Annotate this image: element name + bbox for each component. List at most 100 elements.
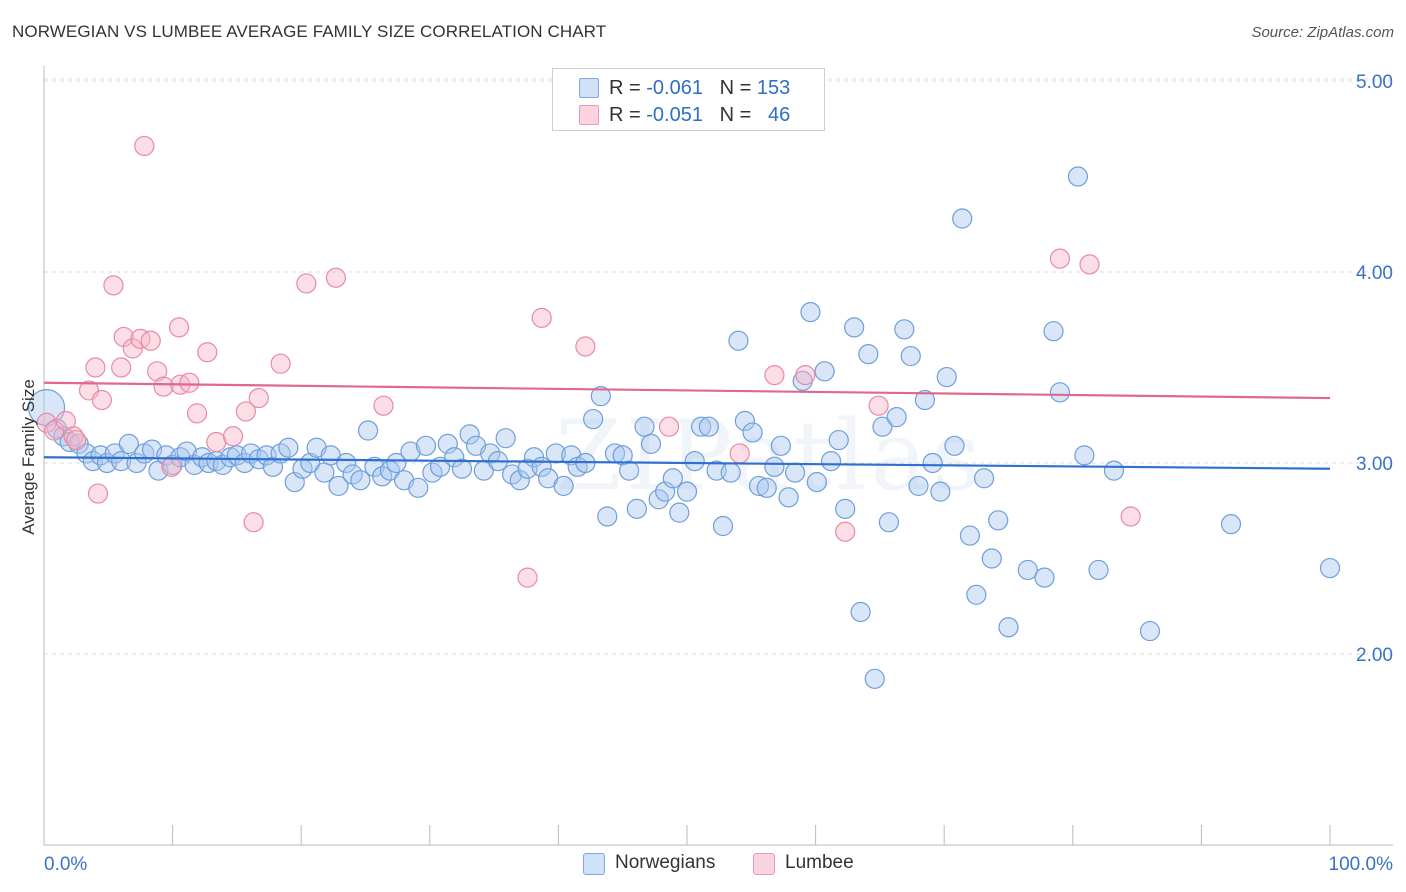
norwegians-point <box>451 458 473 479</box>
lumbee-point <box>140 330 161 351</box>
lumbee-point <box>531 307 552 328</box>
n-label: N = <box>719 77 757 99</box>
y-tick-label: 4.00 <box>1356 263 1393 284</box>
norwegians-point <box>350 470 371 491</box>
norwegians-point <box>850 601 871 623</box>
norwegians-point <box>583 408 604 430</box>
norwegians-point <box>698 416 719 437</box>
lumbee-point <box>85 357 106 378</box>
norwegians-point <box>684 450 705 472</box>
lumbee-point <box>373 395 394 416</box>
norwegians-point <box>480 443 501 464</box>
norwegians-point <box>844 317 865 338</box>
y-tick-label: 3.00 <box>1356 454 1393 475</box>
norwegians-point <box>930 481 951 502</box>
lumbee-point <box>179 372 200 393</box>
norwegians-swatch <box>579 78 599 98</box>
axes <box>43 66 1393 846</box>
norwegians-point <box>872 416 893 437</box>
norwegians-point <box>914 389 936 411</box>
norwegians-point <box>437 433 458 454</box>
norwegians-point <box>328 475 349 497</box>
norwegians-point <box>1103 460 1125 481</box>
norwegians-point <box>626 498 647 519</box>
lumbee-point <box>325 267 347 288</box>
norwegians-point <box>936 366 957 388</box>
lumbee-point <box>795 365 816 386</box>
norwegians-point <box>278 437 299 458</box>
norwegians-point <box>357 420 379 441</box>
norwegians-point <box>966 584 987 605</box>
norwegians-point <box>922 452 943 474</box>
norwegians-point <box>619 460 640 481</box>
lumbee-point <box>243 512 264 533</box>
norwegians-point <box>764 456 785 477</box>
lumbee-point <box>168 317 190 338</box>
norwegians-legend-swatch <box>583 853 605 875</box>
norwegians-point <box>814 361 835 382</box>
norwegians-point <box>886 407 907 428</box>
lumbee-point <box>153 376 174 397</box>
norwegians-point <box>634 416 655 437</box>
norwegians-point <box>495 428 516 449</box>
lumbee-point <box>296 273 317 294</box>
watermark: ZIPatlas <box>555 400 985 512</box>
norwegians-point <box>878 512 900 533</box>
norwegians-trend-line <box>43 456 1331 470</box>
n-value-lumbee: 46 <box>768 104 791 126</box>
norwegians-point <box>998 617 1019 638</box>
norwegians-point <box>900 345 921 367</box>
norwegians-point <box>981 548 1002 569</box>
norwegians-point <box>835 498 856 519</box>
lumbee-point <box>575 336 596 357</box>
norwegians-point <box>756 477 777 498</box>
norwegians-point <box>734 410 755 432</box>
lumbee-point <box>1049 248 1071 269</box>
lumbee-point <box>197 342 218 363</box>
series-norwegians-points <box>27 166 1341 689</box>
norwegians-point <box>459 424 480 445</box>
norwegians-point <box>1319 557 1341 579</box>
norwegians-point <box>1067 166 1089 187</box>
norwegians-point <box>770 435 791 456</box>
norwegians-point <box>748 475 770 497</box>
norwegians-point <box>676 481 698 502</box>
norwegians-point <box>612 445 633 466</box>
lumbee-point <box>248 387 269 409</box>
lumbee-point <box>63 426 84 447</box>
x-tick-label-min: 0.0% <box>44 854 87 875</box>
source-label: Source: ZipAtlas.com <box>1251 24 1394 41</box>
norwegians-point <box>597 506 618 527</box>
norwegians-point <box>728 330 749 351</box>
norwegians-point <box>662 468 683 489</box>
norwegians-point <box>1043 321 1064 342</box>
lumbee-trend-line <box>43 381 1331 400</box>
lumbee-legend-label: Lumbee <box>785 852 854 873</box>
r-value-lumbee: -0.051 <box>646 104 703 126</box>
norwegians-point <box>300 452 321 474</box>
norwegians-point <box>212 454 233 476</box>
norwegians-point <box>988 510 1009 531</box>
norwegians-point <box>1139 620 1161 642</box>
norwegians-point <box>973 468 995 489</box>
lumbee-point <box>1120 506 1141 527</box>
norwegians-point <box>336 452 357 474</box>
norwegians-point <box>1049 382 1071 403</box>
norwegians-point <box>720 462 741 483</box>
lumbee-point <box>111 357 132 378</box>
norwegians-point <box>545 443 566 464</box>
norwegians-point <box>858 344 879 365</box>
norwegians-point <box>640 433 662 454</box>
norwegians-point <box>111 450 132 472</box>
y-axis-label: Average Family Size <box>19 379 38 535</box>
norwegians-point <box>553 475 574 497</box>
norwegians-point <box>429 456 451 477</box>
norwegians-point <box>828 429 849 451</box>
norwegians-point <box>1017 559 1038 581</box>
norwegians-point <box>669 502 690 523</box>
x-tick-label-max: 100.0% <box>1329 854 1394 875</box>
lumbee-point <box>66 429 87 451</box>
norwegians-point <box>778 487 799 508</box>
lumbee-point <box>517 567 538 588</box>
